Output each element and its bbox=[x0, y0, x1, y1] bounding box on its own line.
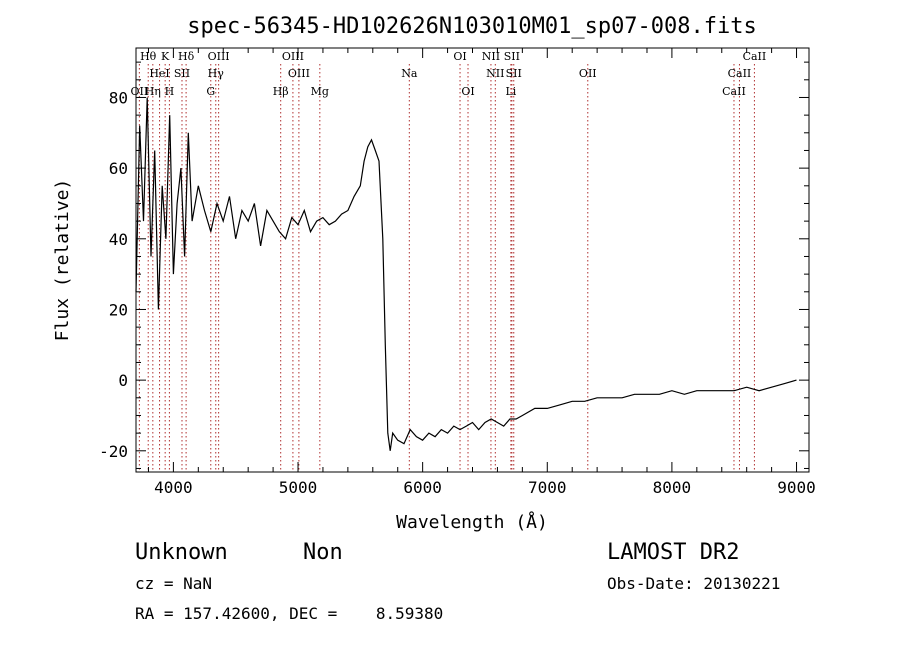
y-tick-label: 40 bbox=[109, 230, 128, 249]
spectral-line-label: OI bbox=[461, 85, 474, 98]
spectral-line-label: NII bbox=[482, 50, 500, 63]
spectral-line-label: Hβ bbox=[273, 85, 289, 98]
object-class: Unknown bbox=[135, 540, 228, 565]
spectral-line-label: OIII bbox=[208, 50, 230, 63]
x-axis-ticks: 4000 5000 6000 7000 8000 9000 bbox=[147, 48, 816, 497]
cz-value: cz = NaN bbox=[135, 574, 213, 593]
spectral-line-label: Hγ bbox=[208, 67, 225, 80]
spectral-line-label: Mg bbox=[311, 85, 329, 98]
spectral-line-label: SII bbox=[504, 50, 520, 63]
spectral-line-label: NII bbox=[486, 67, 504, 80]
y-tick-label: 20 bbox=[109, 300, 128, 319]
spectrum-chart: spec-56345-HD102626N103010M01_sp07-008.f… bbox=[52, 14, 816, 533]
spectral-line-label: K bbox=[161, 50, 170, 63]
spectral-line-label: OIII bbox=[282, 50, 304, 63]
spectral-line-label: G bbox=[206, 85, 215, 98]
x-tick-label: 5000 bbox=[279, 478, 318, 497]
spectral-line-label: Li bbox=[505, 85, 516, 98]
spectral-line-label: Na bbox=[401, 67, 418, 80]
spectral-line-label: OIII bbox=[288, 67, 310, 80]
spectral-line-label: CaII bbox=[722, 85, 746, 98]
spectral-line-label: SII bbox=[506, 67, 522, 80]
obs-date: Obs-Date: 20130221 bbox=[607, 574, 781, 593]
y-tick-label: -20 bbox=[99, 442, 128, 461]
spectrum-series-line bbox=[135, 97, 797, 451]
spectral-line-label: OII bbox=[131, 85, 149, 98]
x-tick-label: 6000 bbox=[403, 478, 442, 497]
spectral-line-label: SII bbox=[174, 67, 190, 80]
spectral-lines bbox=[138, 64, 755, 472]
object-subclass: Non bbox=[303, 540, 343, 565]
y-axis-ticks: -20 0 20 40 60 80 bbox=[99, 61, 809, 469]
x-tick-label: 4000 bbox=[154, 478, 193, 497]
ra-dec: RA = 157.42600, DEC = 8.59380 bbox=[135, 604, 444, 623]
spectral-line-label: CaII bbox=[743, 50, 767, 63]
x-tick-label: 7000 bbox=[528, 478, 567, 497]
plot-frame bbox=[135, 47, 810, 473]
y-tick-label: 0 bbox=[118, 371, 128, 390]
spectral-line-label: H bbox=[165, 85, 175, 98]
x-tick-label: 9000 bbox=[777, 478, 816, 497]
chart-title: spec-56345-HD102626N103010M01_sp07-008.f… bbox=[187, 14, 757, 39]
spectral-line-label: Hη bbox=[145, 85, 161, 98]
x-axis-label: Wavelength (Å) bbox=[396, 511, 548, 533]
spectral-line-label: OI bbox=[453, 50, 466, 63]
spectral-line-label: OII bbox=[579, 67, 597, 80]
survey-name: LAMOST DR2 bbox=[607, 540, 740, 565]
spectral-line-label: Hθ bbox=[140, 50, 157, 63]
spectral-line-label: HeI bbox=[149, 67, 169, 80]
y-axis-label: Flux (relative) bbox=[52, 179, 73, 342]
y-tick-label: 60 bbox=[109, 159, 128, 178]
spectral-line-label: CaII bbox=[728, 67, 752, 80]
y-tick-label: 80 bbox=[109, 88, 128, 107]
spectral-line-label: Hδ bbox=[178, 50, 195, 63]
x-tick-label: 8000 bbox=[653, 478, 692, 497]
